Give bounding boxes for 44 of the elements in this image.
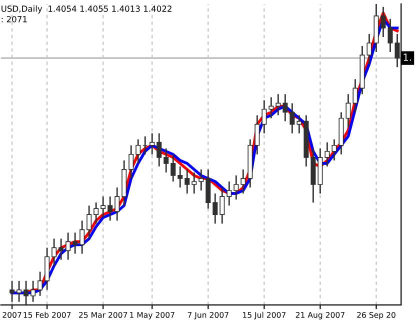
- candlestick: [58, 238, 64, 260]
- candlestick: [282, 93, 288, 122]
- candlestick: [86, 204, 92, 240]
- candlestick: [108, 196, 113, 222]
- candlestick: [332, 138, 337, 162]
- candlestick: [10, 280, 15, 303]
- candlestick: [276, 93, 281, 116]
- candlestick: [324, 142, 330, 168]
- candlestick: [178, 166, 183, 188]
- candlestick: [136, 138, 141, 164]
- candlestick: [240, 168, 246, 194]
- candlestick: [234, 174, 239, 200]
- candlestick: [226, 180, 232, 206]
- candlestick: [94, 202, 99, 224]
- candlestick: [150, 132, 155, 156]
- candlestick: [346, 93, 351, 128]
- candlestick: [254, 114, 260, 156]
- candlestick: [30, 280, 36, 303]
- candlestick: [192, 172, 197, 194]
- candlestick: [128, 144, 134, 180]
- candlestick: [16, 280, 22, 303]
- candlestick: [80, 220, 85, 254]
- candlestick: [212, 192, 218, 224]
- candlestick: [52, 238, 57, 266]
- candlestick: [268, 96, 274, 119]
- candlestick: [170, 154, 176, 182]
- candlestick: [198, 168, 204, 192]
- candlestick: [100, 196, 106, 218]
- candlestick: [296, 114, 302, 134]
- candlestick: [220, 186, 225, 224]
- candlestick: [114, 186, 120, 222]
- candlestick: [72, 232, 78, 254]
- candlestick: [290, 102, 295, 134]
- candlestick: [66, 232, 71, 260]
- candlestick: [38, 271, 43, 297]
- candlestick: [24, 280, 29, 305]
- candlestick: [184, 168, 190, 194]
- chart-title: USD,Daily 1.4054 1.4055 1.4013 1.4022: [2, 5, 172, 14]
- text: : 2071: [2, 16, 27, 22]
- ref-line-label: 1.: [404, 54, 411, 61]
- candlestick: [156, 132, 162, 168]
- candlestick: [164, 148, 169, 174]
- candlestick: [352, 78, 358, 113]
- candlestick: [262, 100, 267, 134]
